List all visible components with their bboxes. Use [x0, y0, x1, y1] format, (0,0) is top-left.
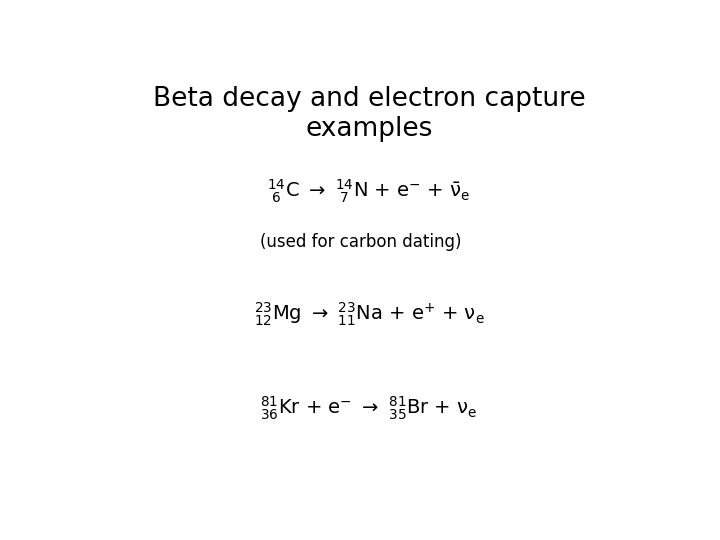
Text: Beta decay and electron capture
examples: Beta decay and electron capture examples — [153, 85, 585, 141]
Text: $\mathregular{^{14}_{\ 6}}$C $\rightarrow$ $\mathregular{^{14}_{\ 7}}$N + e$\mat: $\mathregular{^{14}_{\ 6}}$C $\rightarro… — [267, 178, 471, 205]
Text: (used for carbon dating): (used for carbon dating) — [260, 233, 462, 251]
Text: $\mathregular{^{23}_{12}}$Mg $\rightarrow$ $\mathregular{^{23}_{11}}$Na + e$\mat: $\mathregular{^{23}_{12}}$Mg $\rightarro… — [253, 301, 485, 328]
Text: $\mathregular{^{81}_{36}}$Kr + e$\mathregular{^{-}}$ $\rightarrow$ $\mathregular: $\mathregular{^{81}_{36}}$Kr + e$\mathre… — [261, 394, 477, 422]
